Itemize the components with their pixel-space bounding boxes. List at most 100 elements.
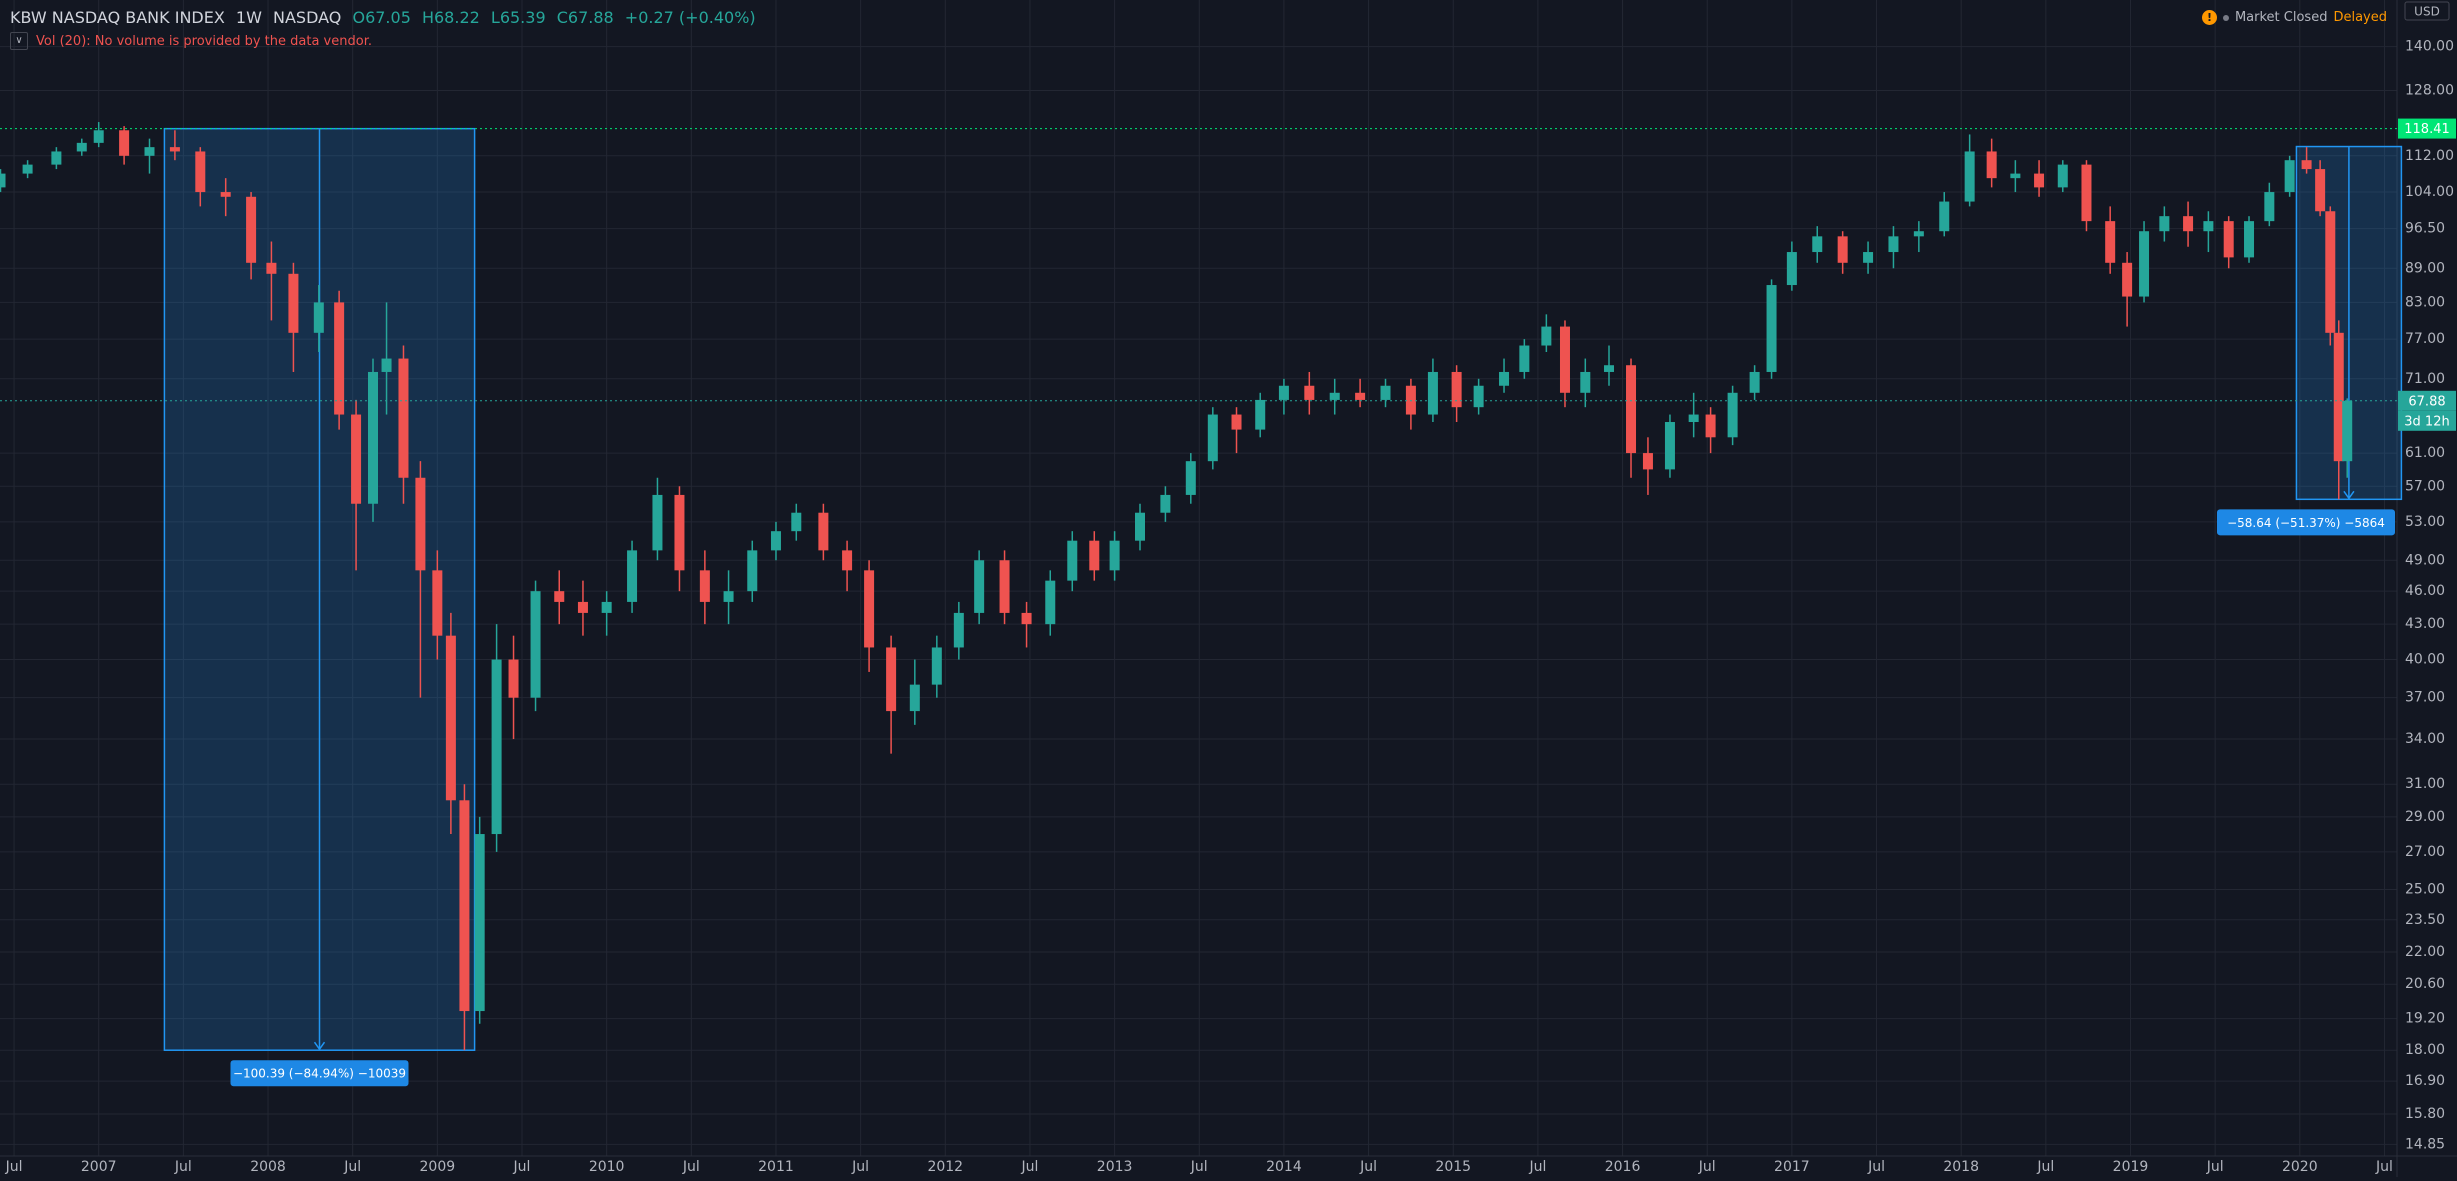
candle-body [22, 164, 33, 174]
candle-body [1559, 326, 1570, 393]
x-tick-label: 2018 [1943, 1159, 1979, 1175]
y-tick-label: 34.00 [2405, 731, 2445, 747]
price-label-box [2398, 118, 2456, 139]
candle-body [1089, 540, 1100, 571]
candle-body [999, 560, 1010, 613]
x-tick-label: Jul [174, 1159, 192, 1175]
candle-body [2010, 173, 2021, 179]
x-tick-label: 2007 [81, 1159, 117, 1175]
candle-body [381, 358, 392, 372]
x-tick-label: 2015 [1435, 1159, 1471, 1175]
candle-body [2301, 160, 2312, 170]
x-tick-label: 2017 [1774, 1159, 1810, 1175]
candle-body [1109, 540, 1120, 571]
candle-body [554, 591, 565, 602]
x-tick-label: Jul [1528, 1159, 1546, 1175]
x-tick-label: 2019 [2113, 1159, 2149, 1175]
candle-body [246, 196, 257, 263]
candle-body [169, 147, 180, 152]
candle-body [1626, 365, 1637, 454]
candle-body [601, 601, 612, 613]
candle-body [2183, 216, 2194, 232]
y-tick-label: 71.00 [2405, 371, 2445, 387]
candle-body [1021, 612, 1032, 625]
candle-body [723, 591, 734, 602]
measure-label: −100.39 (−84.94%) −10039 [233, 1067, 406, 1081]
price-label: 118.41 [2404, 122, 2450, 137]
x-tick-label: Jul [1190, 1159, 1208, 1175]
candle-body [747, 550, 758, 592]
candle-body [2325, 211, 2336, 333]
price-label-box [2398, 390, 2456, 411]
status-dot [2222, 14, 2229, 21]
candle-body [1786, 252, 1797, 286]
candle-body [2122, 262, 2133, 297]
delayed-text: Delayed [2333, 10, 2387, 25]
x-tick-label: 2012 [927, 1159, 963, 1175]
candle-body [909, 684, 920, 712]
x-tick-label: 2020 [2282, 1159, 2318, 1175]
interval[interactable]: 1W [235, 8, 262, 27]
y-tick-label: 22.00 [2405, 944, 2445, 960]
collapse-button[interactable]: ∨ [10, 32, 28, 50]
candle-body [627, 550, 638, 602]
exchange: NASDAQ [273, 8, 342, 27]
y-tick-label: 140.00 [2405, 39, 2454, 55]
y-tick-label: 96.50 [2405, 221, 2445, 237]
candle-body [1304, 385, 1315, 400]
candle-body [459, 800, 470, 1012]
candle-body [508, 659, 519, 698]
candle-body [1473, 385, 1484, 408]
y-tick-label: 23.50 [2405, 912, 2445, 928]
candle-body [1499, 371, 1510, 386]
candle-body [530, 591, 541, 698]
candle-body [1688, 414, 1699, 423]
measure-label-box [2217, 509, 2395, 536]
candle-body [1664, 422, 1675, 470]
candle-body [1727, 392, 1738, 438]
currency-box [2404, 1, 2450, 21]
symbol[interactable]: KBW NASDAQ BANK INDEX [10, 8, 225, 27]
x-tick-label: Jul [1359, 1159, 1377, 1175]
candle-body [2105, 221, 2116, 263]
candle-body [0, 173, 6, 188]
countdown-label: 3d 12h [2404, 414, 2449, 429]
x-tick-label: 2009 [420, 1159, 456, 1175]
candle-body [432, 570, 443, 636]
candle-body [1749, 371, 1760, 393]
candle-body [1519, 345, 1530, 372]
candle-body [1380, 385, 1391, 400]
high-value: H68.22 [421, 8, 480, 27]
candle-body [818, 512, 829, 551]
x-tick-label: 2014 [1266, 1159, 1302, 1175]
currency-label: USD [2414, 5, 2440, 19]
candle-body [2034, 173, 2045, 188]
candle-body [1427, 371, 1438, 415]
y-tick-label: 19.20 [2405, 1011, 2445, 1027]
warning-icon[interactable]: ! [2201, 10, 2217, 25]
candle-body [2139, 231, 2150, 297]
candle-body [2203, 221, 2214, 232]
candle-body [51, 151, 62, 165]
candle-body [2315, 169, 2326, 212]
candle-body [351, 414, 362, 504]
candle-body [1278, 385, 1289, 400]
y-tick-label: 20.60 [2405, 976, 2445, 992]
candle-body [474, 834, 485, 1012]
market-status-text: Market Closed [2234, 10, 2328, 25]
candle-body [2057, 164, 2068, 188]
candle-body [1451, 371, 1462, 408]
measure-arrow-head [313, 1041, 326, 1051]
market-status: ! Market Closed Delayed [2201, 10, 2387, 25]
candle-body [886, 647, 897, 712]
candle-body [415, 477, 426, 571]
change-value: +0.27 (+0.40%) [624, 8, 756, 27]
y-tick-label: 18.00 [2405, 1042, 2445, 1058]
x-tick-label: 2013 [1097, 1159, 1133, 1175]
candle-body [1329, 392, 1340, 400]
candle-body [1863, 252, 1874, 263]
candle-body [1231, 414, 1242, 430]
y-tick-label: 29.00 [2405, 809, 2445, 825]
